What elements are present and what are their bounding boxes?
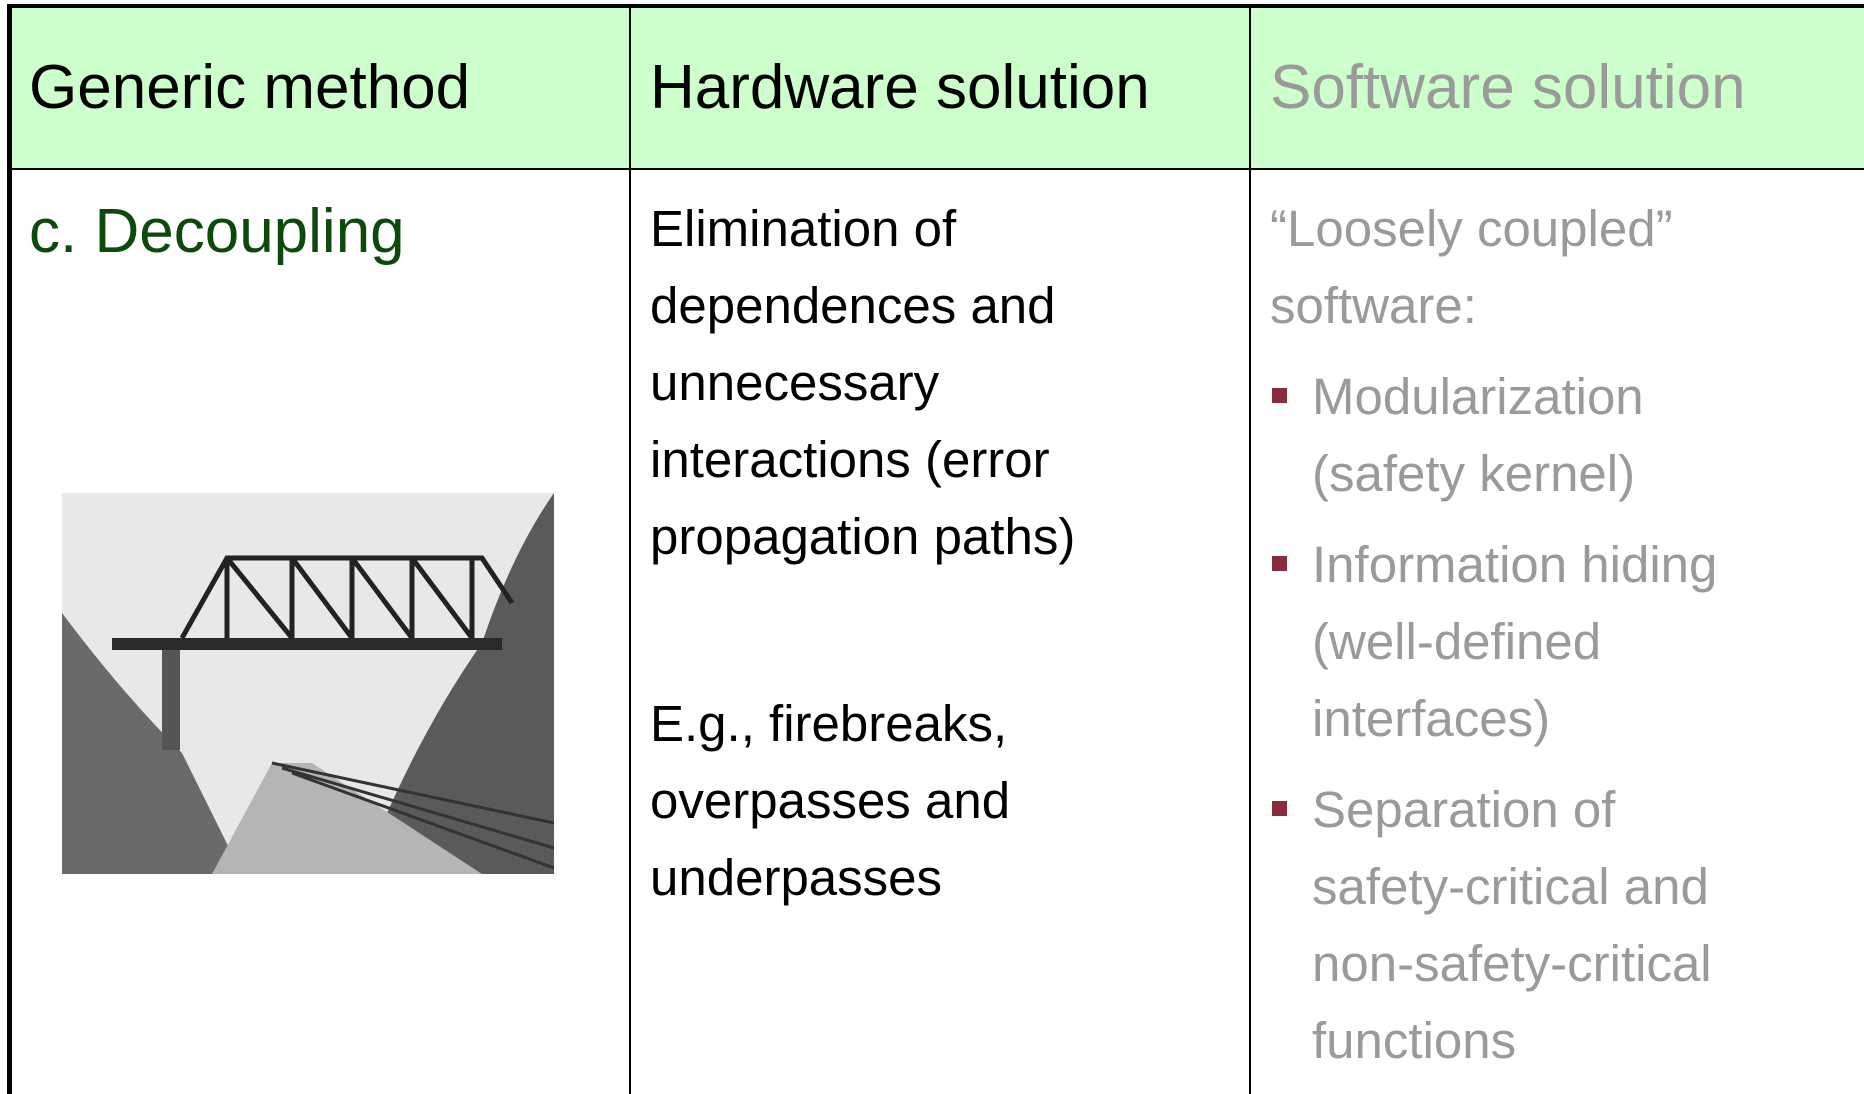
bullet: Modularization (safety kernel) xyxy=(1270,358,1730,512)
border xyxy=(629,6,631,1094)
software-block: “Loosely coupled” software: Modularizati… xyxy=(1270,190,1730,1079)
border xyxy=(7,168,1864,170)
hardware-text: E.g., firebreaks, overpasses and underpa… xyxy=(650,695,1011,906)
hardware-text: Elimination of dependences and unnecessa… xyxy=(650,200,1076,565)
software-intro: “Loosely coupled” software: xyxy=(1270,200,1673,334)
header-cell: Software solution xyxy=(1270,53,1746,122)
border xyxy=(7,4,1864,8)
method: c. Decoupling xyxy=(29,197,405,266)
bridge-photo xyxy=(62,493,554,874)
bullet-list: Modularization (safety kernel) Informati… xyxy=(1270,358,1730,1079)
border xyxy=(1249,6,1251,1094)
bullet: Separation of safety-critical and non-sa… xyxy=(1270,771,1730,1079)
border xyxy=(7,4,12,1094)
header-cell: Generic method xyxy=(29,53,471,122)
header-row xyxy=(10,6,1864,169)
bullet: Information hiding (well-defined interfa… xyxy=(1270,526,1730,757)
header-cell: Hardware solution xyxy=(650,53,1150,122)
